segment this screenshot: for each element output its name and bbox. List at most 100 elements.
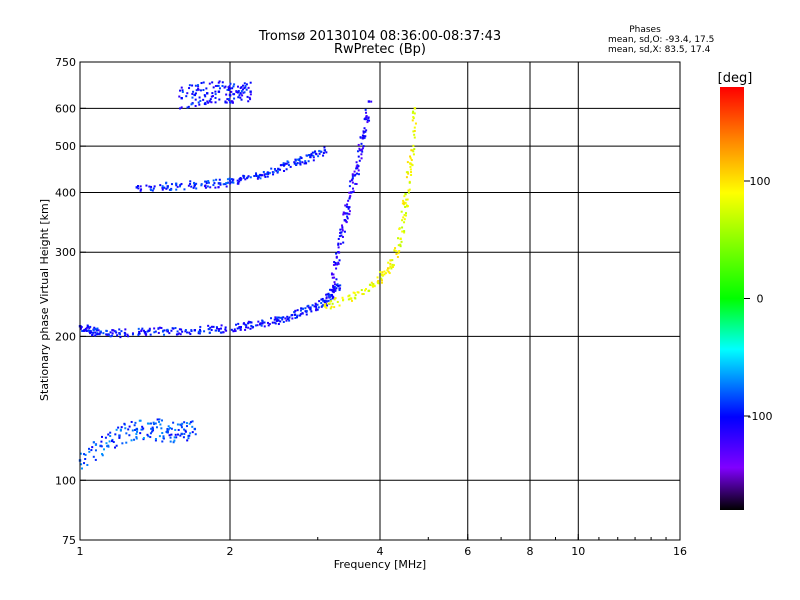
- echo-point: [153, 185, 156, 188]
- echo-point: [255, 173, 258, 176]
- echo-point: [237, 96, 240, 99]
- echo-point: [232, 178, 235, 181]
- echo-point: [120, 330, 123, 333]
- echo-point: [212, 86, 215, 89]
- echo-point: [311, 304, 314, 307]
- echo-point: [413, 129, 416, 132]
- echo-point: [94, 327, 97, 330]
- echo-point: [414, 122, 417, 125]
- echo-point: [365, 111, 368, 114]
- data-point: [323, 304, 327, 307]
- echo-point: [299, 309, 302, 312]
- echo-point: [284, 317, 287, 320]
- echo-point: [84, 453, 87, 456]
- echo-point: [356, 172, 359, 175]
- echo-point: [272, 173, 275, 176]
- echo-point: [358, 159, 361, 162]
- echo-point: [239, 328, 242, 331]
- echo-point: [94, 443, 97, 446]
- echo-point: [409, 165, 412, 168]
- echo-point: [236, 327, 239, 330]
- echo-point: [293, 161, 296, 164]
- data-point: [135, 186, 138, 189]
- echo-point: [161, 185, 164, 188]
- echo-point: [115, 331, 118, 334]
- echo-point: [274, 318, 277, 321]
- echo-point: [191, 425, 194, 428]
- echo-point: [202, 89, 205, 92]
- data-point: [193, 329, 197, 332]
- data-point: [143, 331, 147, 334]
- scatter-points: [78, 80, 417, 470]
- echo-point: [207, 181, 210, 184]
- echo-point: [365, 116, 368, 119]
- echo-point: [347, 295, 350, 298]
- echo-point: [121, 442, 124, 445]
- echo-point: [236, 91, 239, 94]
- echo-point: [340, 234, 343, 237]
- echo-point: [237, 90, 240, 93]
- echo-point: [371, 284, 374, 287]
- echo-point: [116, 334, 119, 337]
- echo-point: [412, 144, 415, 147]
- echo-point: [391, 263, 394, 266]
- echo-point: [214, 101, 217, 104]
- echo-point: [314, 309, 317, 312]
- echo-point: [141, 428, 144, 431]
- echo-point: [317, 306, 320, 309]
- echo-point: [327, 302, 330, 305]
- echo-point: [112, 441, 115, 444]
- echo-point: [244, 328, 247, 331]
- echo-point: [240, 90, 243, 93]
- echo-point: [325, 151, 328, 154]
- echo-point: [335, 267, 338, 270]
- echo-point: [245, 88, 248, 91]
- echo-point: [368, 289, 371, 292]
- echo-point: [410, 163, 413, 166]
- echo-point: [92, 329, 95, 332]
- echo-point: [242, 322, 245, 325]
- echo-point: [227, 86, 230, 89]
- echo-point: [219, 327, 222, 330]
- echo-point: [150, 189, 153, 192]
- echo-point: [250, 321, 253, 324]
- echo-point: [198, 96, 201, 99]
- echo-point: [170, 427, 173, 430]
- echo-point: [266, 321, 269, 324]
- echo-point: [198, 103, 201, 106]
- echo-point: [369, 284, 372, 287]
- y-tick-label: 600: [55, 102, 76, 115]
- echo-point: [364, 130, 367, 133]
- echo-point: [218, 178, 221, 181]
- echo-point: [159, 184, 162, 187]
- echo-point: [244, 85, 247, 88]
- echo-point: [355, 183, 358, 186]
- echo-point: [204, 103, 207, 106]
- echo-point: [362, 130, 365, 133]
- echo-point: [169, 436, 172, 439]
- echo-point: [282, 163, 285, 166]
- echo-point: [81, 330, 84, 333]
- echo-point: [397, 237, 400, 240]
- echo-point: [338, 235, 341, 238]
- echo-point: [282, 316, 285, 319]
- echo-point: [413, 133, 416, 136]
- echo-point: [191, 420, 194, 423]
- echo-point: [348, 294, 351, 297]
- echo-point: [337, 246, 340, 249]
- echo-point: [220, 324, 223, 327]
- data-point: [151, 427, 155, 431]
- echo-point: [160, 326, 163, 329]
- echo-point: [188, 422, 191, 425]
- echo-point: [200, 82, 203, 85]
- echo-point: [184, 429, 187, 432]
- echo-point: [194, 84, 197, 87]
- echo-point: [299, 156, 302, 159]
- echo-point: [111, 332, 114, 335]
- echo-point: [302, 307, 305, 310]
- echo-point: [318, 300, 321, 303]
- echo-point: [123, 422, 126, 425]
- echo-point: [286, 318, 289, 321]
- echo-point: [224, 326, 227, 329]
- data-point: [355, 166, 359, 170]
